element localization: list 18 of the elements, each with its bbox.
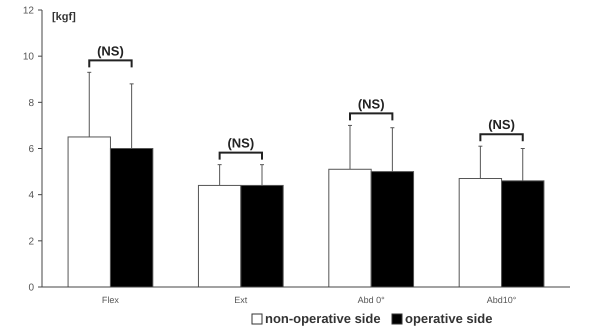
legend-label: operative side [405, 311, 492, 326]
y-tick-label: 0 [28, 282, 34, 294]
series-label: non-operative side [265, 311, 381, 326]
x-tick-label: Abd 0° [358, 295, 386, 305]
y-tick-label: 10 [22, 52, 34, 63]
y-tick-label: 2 [28, 236, 34, 248]
y-tick-label: 8 [28, 98, 34, 109]
x-tick-label: Ext [234, 295, 248, 305]
y-tick-label: 4 [28, 190, 34, 202]
annotation: (NS) [227, 136, 254, 151]
x-tick-label: Flex [102, 295, 120, 305]
annotation: (NS) [488, 117, 515, 132]
y-tick-label: 12 [22, 6, 34, 16]
y-tick-label: 6 [28, 144, 34, 155]
x-tick-label: Abd10° [486, 295, 517, 305]
y-axis-title: [kgf] [52, 11, 76, 23]
annotation: (NS) [97, 43, 124, 58]
annotation: (NS) [358, 96, 385, 112]
